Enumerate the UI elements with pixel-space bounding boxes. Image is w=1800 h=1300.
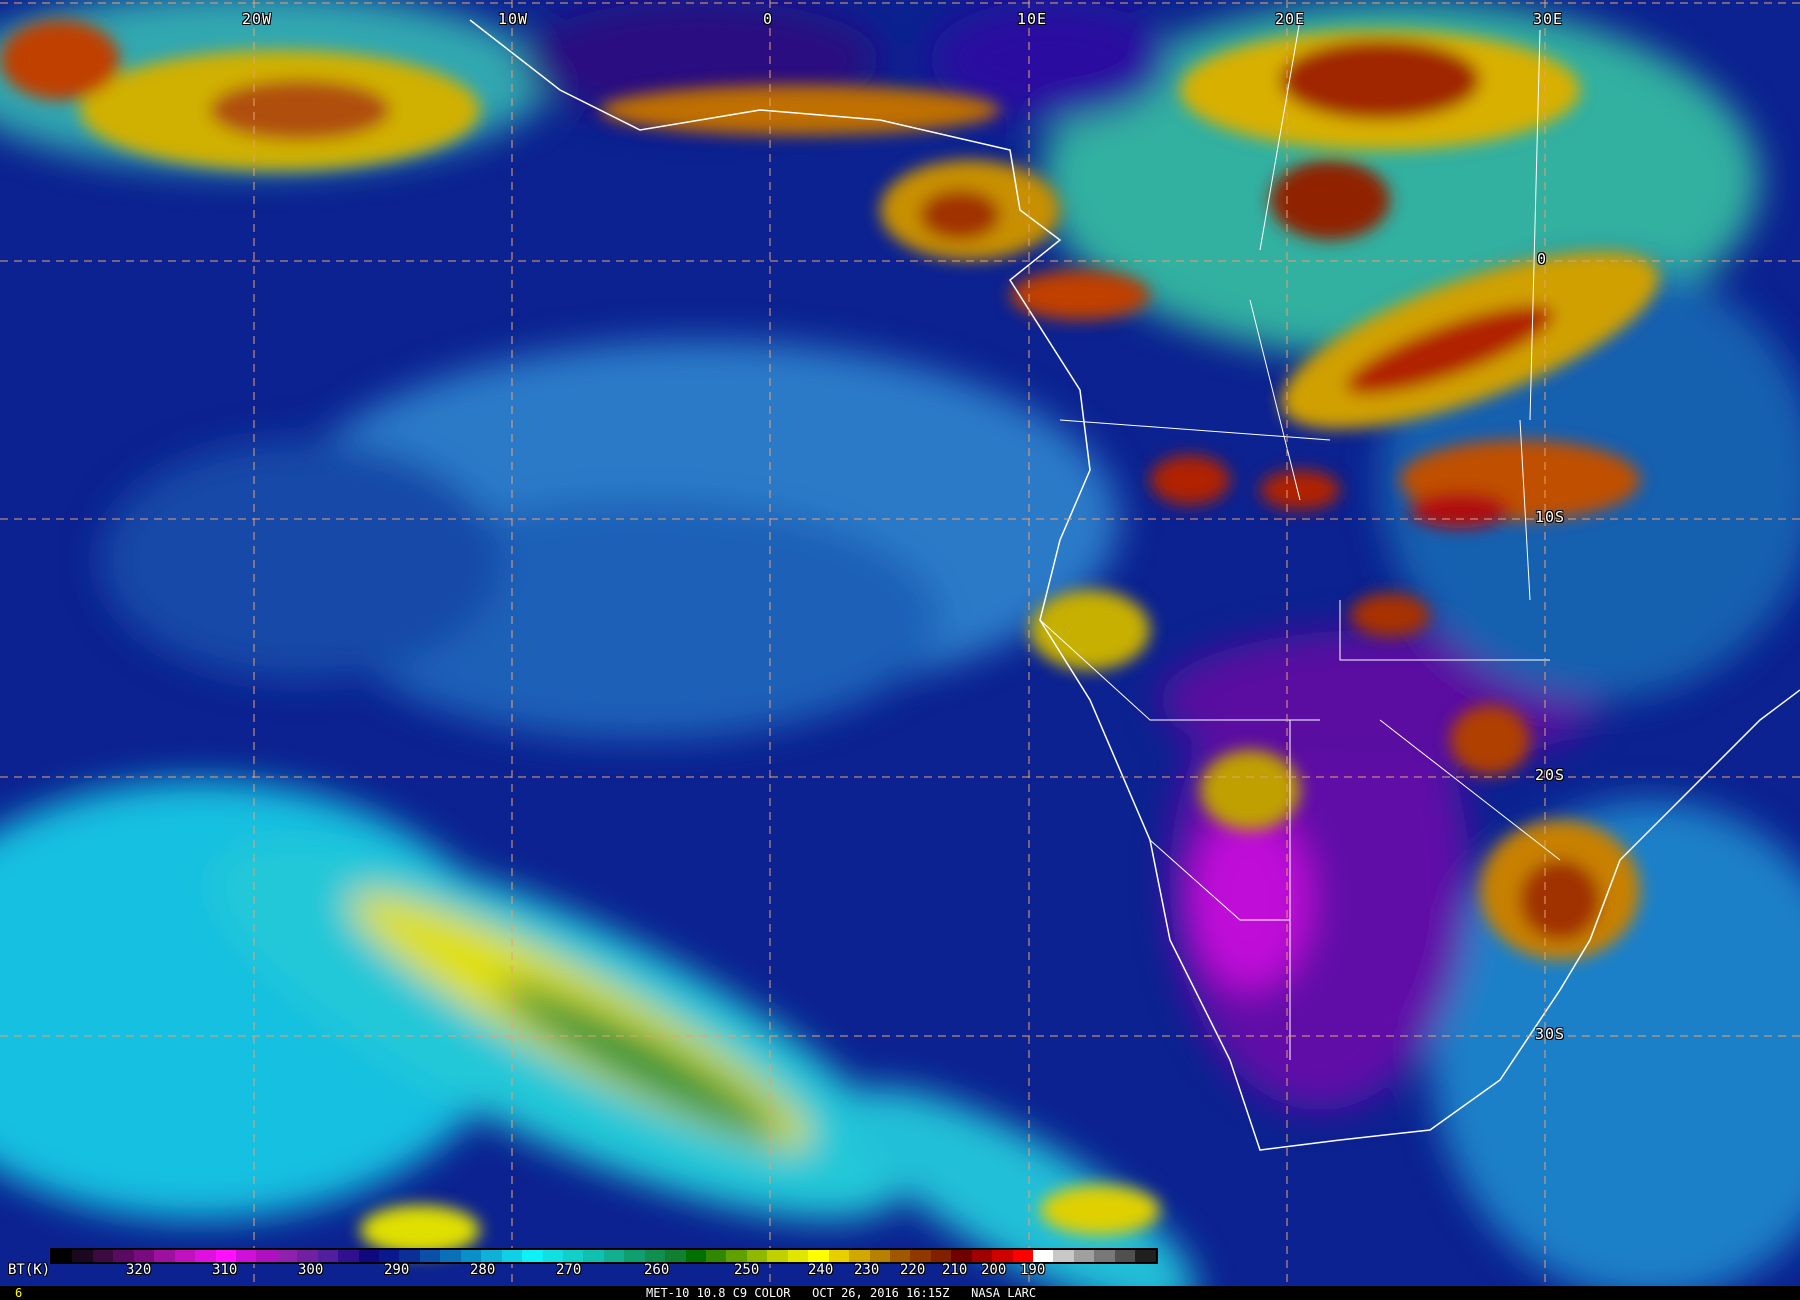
longitude-label: 10E	[1017, 10, 1048, 28]
colorbar-swatch	[808, 1250, 829, 1262]
longitude-label: 20W	[242, 10, 273, 28]
colorbar-swatch	[828, 1250, 850, 1262]
colorbar-swatch	[1094, 1250, 1115, 1262]
longitude-label: 20E	[1275, 10, 1306, 28]
latitude-label: 30S	[1535, 1025, 1566, 1043]
colorbar-swatch	[1135, 1250, 1156, 1262]
colorbar-swatch	[910, 1250, 931, 1262]
colorbar-swatch	[1033, 1250, 1054, 1262]
colorbar-tick: 320	[126, 1262, 152, 1278]
colorbar-swatch	[215, 1250, 236, 1262]
colorbar-tick: 260	[644, 1262, 670, 1278]
colorbar-swatch	[1012, 1250, 1033, 1262]
colorbar-swatch	[338, 1250, 359, 1262]
brightness-temperature-colorbar	[50, 1248, 1158, 1264]
colorbar-tick: 270	[556, 1262, 582, 1278]
colorbar-swatch	[52, 1250, 73, 1262]
colorbar-tick: 250	[734, 1262, 760, 1278]
colorbar-swatch	[195, 1250, 216, 1262]
colorbar-swatch	[379, 1250, 400, 1262]
colorbar-swatch	[951, 1250, 972, 1262]
latitude-label: 20S	[1535, 766, 1566, 784]
image-caption: MET-10 10.8 C9 COLOR OCT 26, 2016 16:15Z…	[646, 1286, 1037, 1300]
longitude-label: 10W	[498, 10, 529, 28]
colorbar-swatch	[665, 1250, 686, 1262]
colorbar-swatch	[746, 1250, 768, 1262]
colorbar-swatch	[235, 1250, 257, 1262]
colorbar-swatch	[1053, 1250, 1074, 1262]
colorbar-swatch	[460, 1250, 482, 1262]
colorbar-swatch	[685, 1250, 706, 1262]
colorbar-swatch	[562, 1250, 584, 1262]
colorbar-swatch	[501, 1250, 523, 1262]
colorbar-swatch	[869, 1250, 890, 1262]
colorbar-tick: 300	[298, 1262, 324, 1278]
colorbar-swatch	[1073, 1250, 1095, 1262]
colorbar-tick: 240	[808, 1262, 834, 1278]
colorbar-swatch	[706, 1250, 727, 1262]
colorbar-tick: 230	[854, 1262, 880, 1278]
colorbar-swatch	[930, 1250, 952, 1262]
colorbar-tick: 210	[942, 1262, 968, 1278]
colorbar-swatch	[726, 1250, 747, 1262]
colorbar-swatch	[787, 1250, 809, 1262]
colorbar-swatch	[133, 1250, 155, 1262]
colorbar-tick: 310	[212, 1262, 238, 1278]
colorbar-swatch	[849, 1250, 870, 1262]
colorbar-tick: 200	[981, 1262, 1007, 1278]
colorbar-swatch	[174, 1250, 196, 1262]
convective-storms	[0, 20, 1660, 1255]
frame-number: 6	[15, 1286, 23, 1300]
colorbar-swatch	[583, 1250, 604, 1262]
longitude-label: 0	[763, 10, 774, 28]
colorbar-swatch	[92, 1250, 114, 1262]
colorbar-tick: 190	[1020, 1262, 1046, 1278]
latitude-label: 0	[1537, 250, 1548, 268]
colorbar-swatch	[440, 1250, 461, 1262]
africa-coastline	[469, 19, 1800, 1151]
longitude-label: 30E	[1533, 10, 1564, 28]
colorbar-swatch	[317, 1250, 339, 1262]
colorbar-swatch	[1114, 1250, 1136, 1262]
colorbar-swatch	[481, 1250, 502, 1262]
country-borders	[1039, 19, 1561, 1060]
colorbar-swatch	[542, 1250, 563, 1262]
colorbar-tick: 290	[384, 1262, 410, 1278]
colorbar-swatch	[113, 1250, 134, 1262]
colorbar-tick: 220	[900, 1262, 926, 1278]
colorbar-swatch	[522, 1250, 543, 1262]
colorbar-swatch	[72, 1250, 93, 1262]
colorbar-swatch	[256, 1250, 277, 1262]
colorbar-swatch	[297, 1250, 318, 1262]
colorbar-swatch	[399, 1250, 420, 1262]
colorbar-swatch	[644, 1250, 666, 1262]
colorbar-swatch	[276, 1250, 298, 1262]
latitude-label: 10S	[1535, 508, 1566, 526]
colorbar-swatch	[603, 1250, 625, 1262]
colorbar-swatch	[971, 1250, 993, 1262]
colorbar-swatch	[624, 1250, 645, 1262]
colorbar-tick: 280	[470, 1262, 496, 1278]
colorbar-unit-label: BT(K)	[8, 1262, 51, 1278]
colorbar-swatch	[992, 1250, 1013, 1262]
colorbar-swatch	[154, 1250, 175, 1262]
colorbar-swatch	[358, 1250, 379, 1262]
status-footer: 6 MET-10 10.8 C9 COLOR OCT 26, 2016 16:1…	[0, 1286, 1800, 1300]
colorbar-swatch	[419, 1250, 441, 1262]
colorbar-swatch	[767, 1250, 788, 1262]
colorbar-swatch	[889, 1250, 911, 1262]
